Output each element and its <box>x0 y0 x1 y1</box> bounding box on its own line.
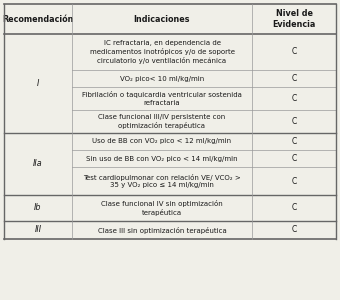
Text: Ib: Ib <box>34 203 42 212</box>
Text: III: III <box>34 226 41 235</box>
Text: Nivel de
Evidencia: Nivel de Evidencia <box>272 9 316 29</box>
Text: Recomendación: Recomendación <box>2 14 74 23</box>
Text: C: C <box>291 137 296 146</box>
Text: C: C <box>291 74 296 83</box>
Text: Indicaciones: Indicaciones <box>134 14 190 23</box>
Text: Test cardiopulmonar con relación VE/ VCO₂ >
35 y VO₂ pico ≤ 14 ml/kg/min: Test cardiopulmonar con relación VE/ VCO… <box>83 174 241 188</box>
Text: C: C <box>291 154 296 163</box>
Text: Clase III sin optimización terapéutica: Clase III sin optimización terapéutica <box>98 226 226 233</box>
Text: C: C <box>291 226 296 235</box>
Text: I: I <box>37 79 39 88</box>
Text: C: C <box>291 94 296 103</box>
Text: Clase funcional III/IV persistente con
optimización terapéutica: Clase funcional III/IV persistente con o… <box>98 114 226 129</box>
Text: VO₂ pico< 10 ml/kg/min: VO₂ pico< 10 ml/kg/min <box>120 76 204 82</box>
Text: Sin uso de BB con VO₂ pico < 14 ml/kg/min: Sin uso de BB con VO₂ pico < 14 ml/kg/mi… <box>86 155 238 161</box>
Text: Fibrilación o taquicardia ventricular sostenida
refractaria: Fibrilación o taquicardia ventricular so… <box>82 92 242 106</box>
Text: IIa: IIa <box>33 160 43 169</box>
Text: C: C <box>291 117 296 126</box>
Text: IC refractaria, en dependencia de
medicamentos inotrópicos y/o de soporte
circul: IC refractaria, en dependencia de medica… <box>89 40 235 64</box>
Text: Clase funcional IV sin optimización
terapéutica: Clase funcional IV sin optimización tera… <box>101 200 223 216</box>
Text: Uso de BB con VO₂ pico < 12 ml/kg/min: Uso de BB con VO₂ pico < 12 ml/kg/min <box>92 139 232 145</box>
Text: C: C <box>291 47 296 56</box>
Text: C: C <box>291 176 296 185</box>
Text: C: C <box>291 203 296 212</box>
